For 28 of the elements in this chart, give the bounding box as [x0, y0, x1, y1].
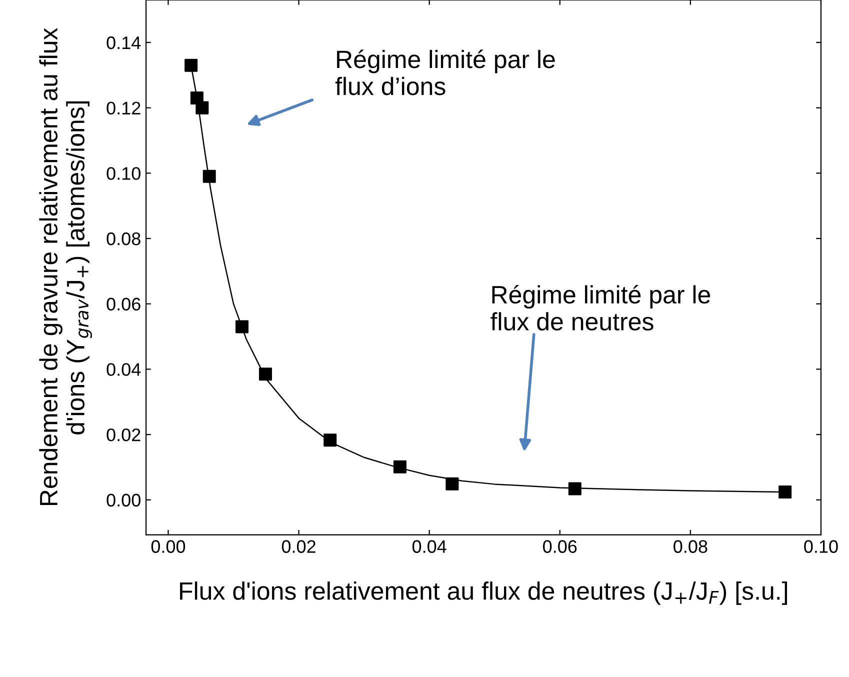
point — [184, 58, 198, 72]
x-tick-label: 0.04 — [412, 540, 446, 553]
point — [258, 368, 272, 381]
y-tick-label: 0.14 — [106, 36, 141, 50]
y-tick-label: 0.10 — [106, 167, 140, 180]
y-tick-label: 0.02 — [106, 428, 140, 442]
point — [393, 460, 406, 474]
point — [778, 486, 792, 499]
point — [446, 477, 459, 490]
y-axis-title: Rendement de gravure relativement au flux d'ions (Y$_{grav}$/J$_{+}$) [atomes/ions] — [39, 28, 92, 506]
x-tick-label: 0.08 — [674, 540, 708, 553]
y-tick-label: 0.06 — [106, 298, 140, 311]
point — [324, 434, 337, 447]
point — [196, 101, 209, 114]
x-tick-label: 0.10 — [804, 540, 838, 553]
y-tick-label: 0.08 — [106, 232, 140, 246]
y-tick-label: 0.12 — [106, 102, 140, 115]
annotation: Régime limité par le flux de neutres — [490, 284, 710, 331]
point — [202, 170, 216, 183]
x-tick-label: 0.02 — [282, 540, 316, 553]
annotation: Régime limité par le flux d’ions — [335, 50, 555, 96]
y-tick-label: 0.04 — [106, 363, 141, 376]
x-axis-title: Flux d'ions relativement au flux de neutres (J$_{+}$/J$_{F}$) [s.u.] — [180, 582, 787, 605]
point — [568, 482, 582, 496]
x-tick-label: 0.06 — [543, 540, 577, 553]
x-tick-label: 0.00 — [151, 540, 186, 553]
y-tick-label: 0.00 — [106, 494, 140, 507]
point — [235, 320, 248, 334]
